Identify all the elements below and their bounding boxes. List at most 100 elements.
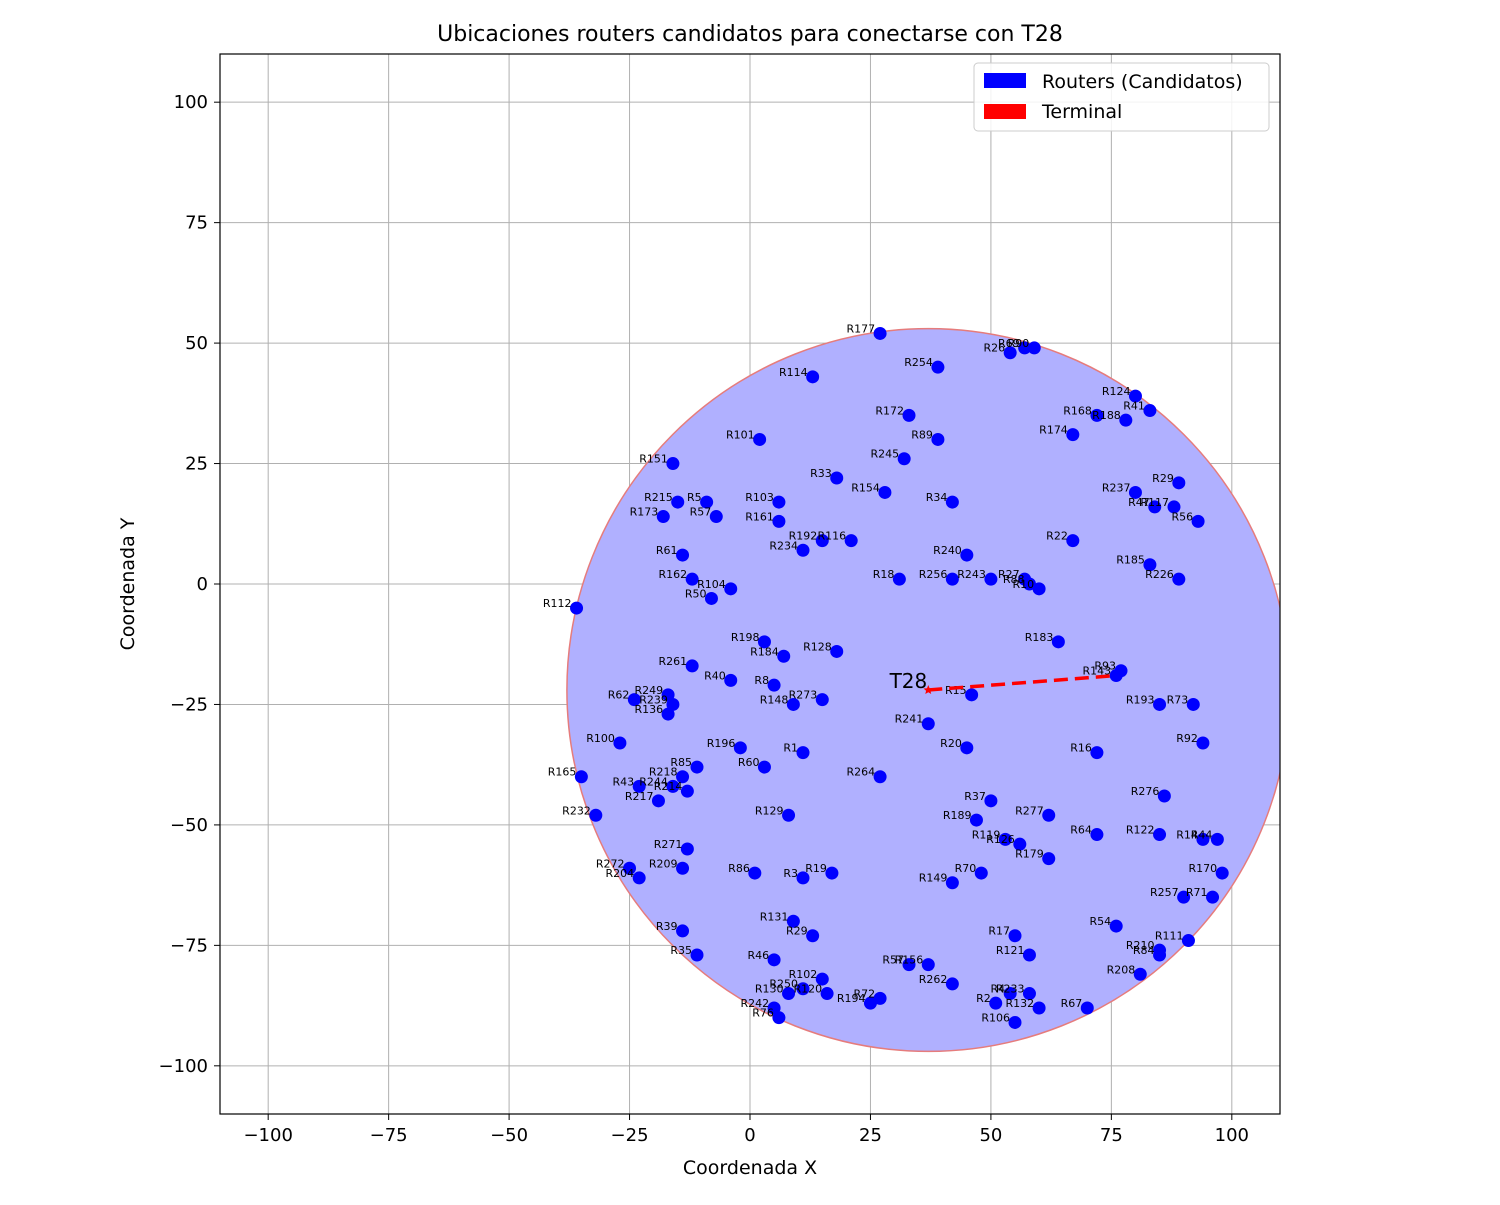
router-point <box>757 635 771 649</box>
router-point <box>1128 485 1142 499</box>
router-label: R151 <box>639 453 668 466</box>
router-label: R209 <box>649 857 678 870</box>
router-point <box>627 693 641 707</box>
router-point <box>724 673 738 687</box>
router-point <box>632 779 646 793</box>
router-point <box>921 717 935 731</box>
router-label: R132 <box>1005 997 1034 1010</box>
router-point <box>1032 582 1046 596</box>
router-point <box>1090 828 1104 842</box>
router-point <box>873 770 887 784</box>
router-point <box>1003 987 1017 1001</box>
router-label: R84 <box>1133 944 1155 957</box>
router-label: R165 <box>548 766 577 779</box>
router-label: R185 <box>1116 554 1145 567</box>
router-point <box>1090 408 1104 422</box>
router-label: R90 <box>1008 337 1030 350</box>
router-label: R271 <box>654 838 683 851</box>
router-label: R196 <box>707 737 736 750</box>
router-point <box>1027 341 1041 355</box>
router-label: R232 <box>562 804 591 817</box>
router-label: R188 <box>1092 409 1121 422</box>
router-point <box>676 548 690 562</box>
router-label: R29 <box>1152 472 1174 485</box>
router-label: R250 <box>769 978 798 991</box>
router-label: R116 <box>818 530 847 543</box>
router-label: R194 <box>837 992 866 1005</box>
router-point <box>830 644 844 658</box>
router-point <box>984 794 998 808</box>
router-point <box>945 977 959 991</box>
router-label: R60 <box>738 756 760 769</box>
router-label: R130 <box>755 983 784 996</box>
router-point <box>676 770 690 784</box>
router-point <box>945 572 959 586</box>
router-point <box>830 471 844 485</box>
router-label: R214 <box>654 780 683 793</box>
router-label: R148 <box>760 693 789 706</box>
y-tick-label: 50 <box>185 333 208 354</box>
router-label: R254 <box>904 356 933 369</box>
router-point <box>1109 919 1123 933</box>
router-point <box>931 432 945 446</box>
router-label: R173 <box>630 506 659 519</box>
router-point <box>782 808 796 822</box>
router-point <box>676 861 690 875</box>
router-label: R18 <box>873 568 895 581</box>
router-label: R245 <box>871 448 900 461</box>
router-label: R4 <box>991 983 1006 996</box>
router-label: R242 <box>740 997 769 1010</box>
legend-label-terminal: Terminal <box>1041 101 1122 123</box>
router-label: R172 <box>875 404 904 417</box>
router-point <box>945 495 959 509</box>
router-point <box>796 982 810 996</box>
router-point <box>1172 572 1186 586</box>
router-label: R26 <box>984 342 1006 355</box>
router-label: R33 <box>810 467 832 480</box>
router-label: R239 <box>639 693 668 706</box>
router-label: R162 <box>659 568 688 581</box>
router-point <box>632 871 646 885</box>
router-point <box>796 871 810 885</box>
router-label: R112 <box>543 597 572 610</box>
router-label: R177 <box>846 322 875 335</box>
legend-swatch-terminal <box>984 104 1026 119</box>
router-label: R62 <box>608 689 630 702</box>
router-point <box>1153 948 1167 962</box>
router-label: R111 <box>1155 930 1184 943</box>
router-label: R57 <box>690 506 712 519</box>
router-label: R210 <box>1126 939 1155 952</box>
router-point <box>623 861 637 875</box>
router-point <box>863 996 877 1010</box>
router-point <box>1196 832 1210 846</box>
router-label: R3 <box>783 867 798 880</box>
router-point <box>782 987 796 1001</box>
router-label: R92 <box>1176 732 1198 745</box>
router-label: R14 <box>1176 828 1198 841</box>
x-tick-label: −100 <box>243 1125 292 1146</box>
router-point <box>1215 866 1229 880</box>
x-tick-label: −25 <box>611 1125 649 1146</box>
chart-title: Ubicaciones routers candidatos para cone… <box>437 22 1063 47</box>
router-label: R44 <box>1191 828 1213 841</box>
router-point <box>844 534 858 548</box>
router-label: R27 <box>998 568 1020 581</box>
router-point <box>1018 341 1032 355</box>
router-point <box>892 572 906 586</box>
router-label: R17 <box>988 925 1010 938</box>
router-point <box>666 779 680 793</box>
router-point <box>685 659 699 673</box>
coverage-area <box>566 327 1280 1053</box>
router-label: R104 <box>697 578 726 591</box>
x-tick-label: 0 <box>744 1125 755 1146</box>
router-point <box>1172 476 1186 490</box>
router-label: R174 <box>1039 424 1068 437</box>
terminal-label: T28 <box>889 669 928 693</box>
router-point <box>1003 346 1017 360</box>
router-point <box>1148 500 1162 514</box>
router-label: R1 <box>783 742 798 755</box>
router-label: R193 <box>1126 693 1155 706</box>
router-point <box>873 326 887 340</box>
router-label: R35 <box>670 944 692 957</box>
router-point <box>767 953 781 967</box>
